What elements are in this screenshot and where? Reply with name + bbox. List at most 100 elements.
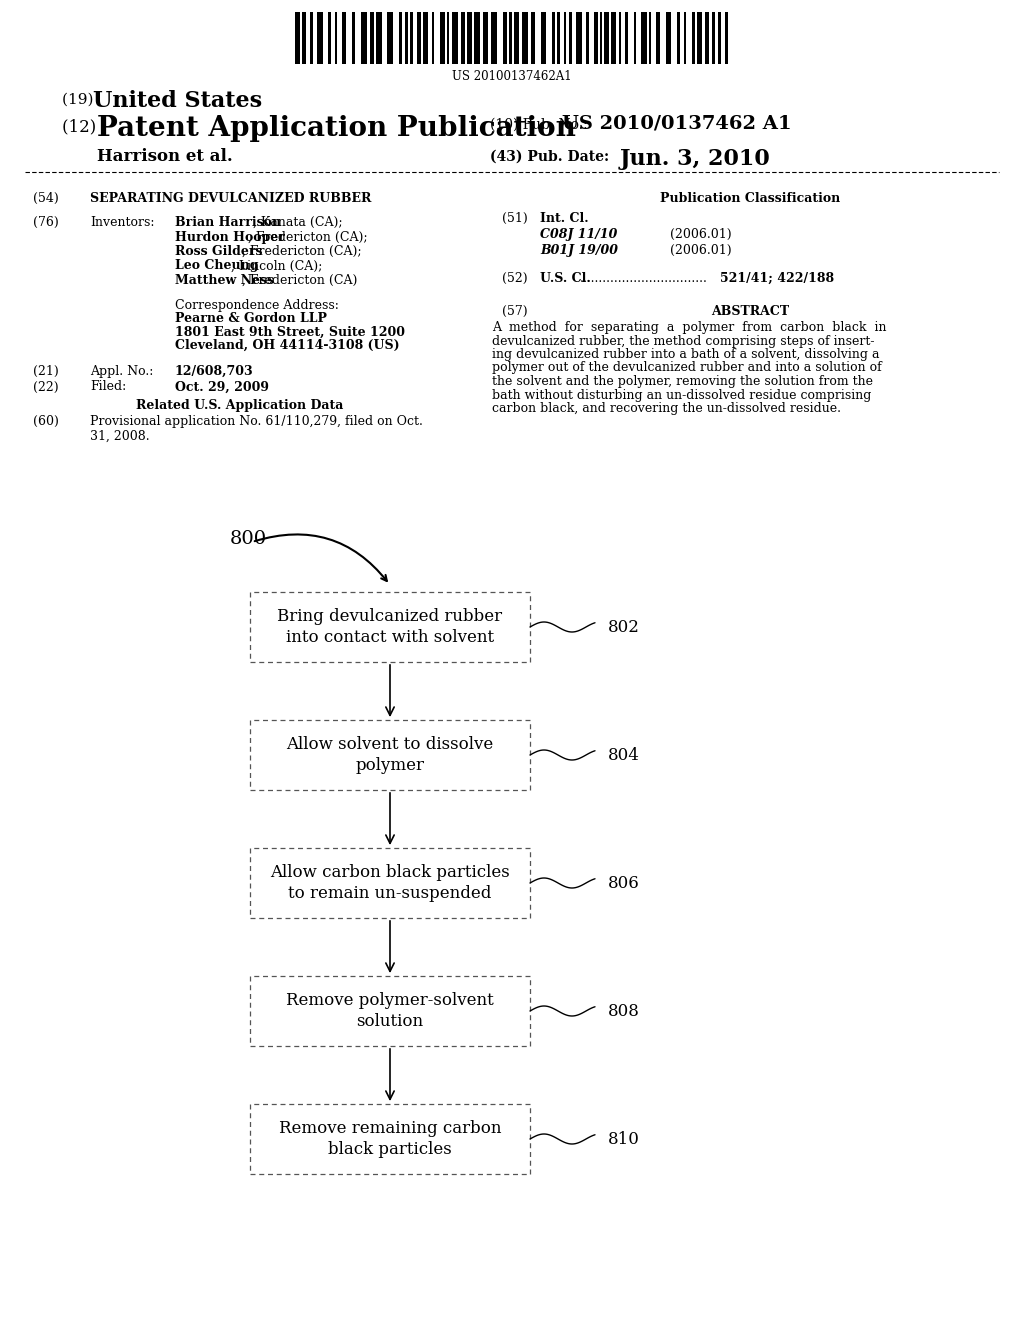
Text: United States: United States: [93, 90, 262, 112]
Bar: [594, 12, 598, 63]
Text: Patent Application Publication: Patent Application Publication: [97, 115, 575, 143]
Bar: [342, 12, 346, 63]
Text: , Fredericton (CA);: , Fredericton (CA);: [243, 246, 361, 257]
Bar: [575, 12, 582, 63]
Text: (57): (57): [502, 305, 527, 318]
Bar: [705, 12, 709, 63]
Text: 808: 808: [608, 1002, 640, 1019]
Text: 806: 806: [608, 874, 640, 891]
Text: Leo Cheung: Leo Cheung: [175, 260, 258, 272]
Text: Allow carbon black particles
to remain un-suspended: Allow carbon black particles to remain u…: [270, 865, 510, 902]
Bar: [503, 12, 507, 63]
Bar: [509, 12, 512, 63]
Text: (52): (52): [502, 272, 527, 285]
Bar: [557, 12, 560, 63]
Bar: [432, 12, 434, 63]
Text: , Lincoln (CA);: , Lincoln (CA);: [231, 260, 323, 272]
Text: Bring devulcanized rubber
into contact with solvent: Bring devulcanized rubber into contact w…: [278, 609, 503, 645]
Bar: [641, 12, 647, 63]
Text: (60): (60): [33, 414, 58, 428]
Text: U.S. Cl.: U.S. Cl.: [540, 272, 591, 285]
Text: Remove remaining carbon
black particles: Remove remaining carbon black particles: [279, 1121, 502, 1158]
Bar: [310, 12, 313, 63]
Text: Hurdon Hooper: Hurdon Hooper: [175, 231, 285, 243]
Bar: [467, 12, 472, 63]
Text: SEPARATING DEVULCANIZED RUBBER: SEPARATING DEVULCANIZED RUBBER: [90, 191, 372, 205]
Text: C08J 11/10: C08J 11/10: [540, 228, 617, 242]
Bar: [440, 12, 445, 63]
Bar: [677, 12, 680, 63]
Text: 1801 East 9th Street, Suite 1200: 1801 East 9th Street, Suite 1200: [175, 326, 406, 338]
Bar: [417, 12, 421, 63]
Text: 810: 810: [608, 1130, 640, 1147]
Text: Ross Gilders: Ross Gilders: [175, 246, 262, 257]
Text: US 2010/0137462 A1: US 2010/0137462 A1: [562, 115, 792, 133]
Bar: [569, 12, 572, 63]
Bar: [697, 12, 702, 63]
Text: , Fredericton (CA): , Fredericton (CA): [243, 275, 357, 286]
Bar: [250, 719, 530, 789]
Text: Correspondence Address:: Correspondence Address:: [175, 298, 339, 312]
Bar: [490, 12, 497, 63]
Bar: [250, 591, 530, 663]
Text: (2006.01): (2006.01): [670, 228, 731, 242]
Bar: [684, 12, 686, 63]
Bar: [718, 12, 721, 63]
Text: polymer out of the devulcanized rubber and into a solution of: polymer out of the devulcanized rubber a…: [492, 362, 882, 375]
Text: , Kanata (CA);: , Kanata (CA);: [253, 216, 343, 228]
Text: (2006.01): (2006.01): [670, 244, 731, 257]
Text: Int. Cl.: Int. Cl.: [540, 213, 589, 224]
Text: carbon black, and recovering the un-dissolved residue.: carbon black, and recovering the un-diss…: [492, 403, 841, 414]
Bar: [387, 12, 393, 63]
Text: , Fredericton (CA);: , Fredericton (CA);: [248, 231, 368, 243]
Text: (19): (19): [62, 92, 98, 107]
Text: 800: 800: [230, 531, 267, 548]
Bar: [423, 12, 428, 63]
Bar: [302, 12, 306, 63]
Bar: [552, 12, 555, 63]
Bar: [541, 12, 546, 63]
Text: US 20100137462A1: US 20100137462A1: [453, 70, 571, 83]
Bar: [361, 12, 367, 63]
Bar: [483, 12, 488, 63]
Text: Cleveland, OH 44114-3108 (US): Cleveland, OH 44114-3108 (US): [175, 339, 399, 352]
Bar: [531, 12, 535, 63]
Text: the solvent and the polymer, removing the solution from the: the solvent and the polymer, removing th…: [492, 375, 873, 388]
Text: Harrison et al.: Harrison et al.: [97, 148, 232, 165]
Text: Allow solvent to dissolve
polymer: Allow solvent to dissolve polymer: [287, 737, 494, 774]
Bar: [604, 12, 609, 63]
Text: 804: 804: [608, 747, 640, 763]
Text: .................................: .................................: [580, 272, 708, 285]
Bar: [600, 12, 602, 63]
Bar: [335, 12, 337, 63]
Text: (76): (76): [33, 216, 58, 228]
Bar: [295, 12, 300, 63]
Bar: [514, 12, 519, 63]
Bar: [692, 12, 695, 63]
Text: A  method  for  separating  a  polymer  from  carbon  black  in: A method for separating a polymer from c…: [492, 321, 887, 334]
Text: Publication Classification: Publication Classification: [659, 191, 840, 205]
Text: Oct. 29, 2009: Oct. 29, 2009: [175, 380, 269, 393]
Bar: [625, 12, 628, 63]
Text: bath without disturbing an un-dissolved residue comprising: bath without disturbing an un-dissolved …: [492, 388, 871, 401]
Text: 521/41; 422/188: 521/41; 422/188: [720, 272, 835, 285]
Text: Related U.S. Application Data: Related U.S. Application Data: [136, 399, 344, 412]
Text: (10) Pub. No.:: (10) Pub. No.:: [490, 117, 588, 132]
Text: Filed:: Filed:: [90, 380, 126, 393]
Text: Remove polymer-solvent
solution: Remove polymer-solvent solution: [286, 993, 494, 1030]
Text: Jun. 3, 2010: Jun. 3, 2010: [620, 148, 771, 170]
Text: (51): (51): [502, 213, 527, 224]
Bar: [461, 12, 465, 63]
Bar: [447, 12, 449, 63]
Text: 802: 802: [608, 619, 640, 635]
Text: Appl. No.:: Appl. No.:: [90, 364, 154, 378]
Bar: [474, 12, 480, 63]
Text: Brian Harrison: Brian Harrison: [175, 216, 281, 228]
Bar: [399, 12, 402, 63]
Bar: [634, 12, 636, 63]
Bar: [649, 12, 651, 63]
Bar: [586, 12, 589, 63]
Bar: [250, 1104, 530, 1173]
Bar: [564, 12, 566, 63]
Bar: [725, 12, 728, 63]
